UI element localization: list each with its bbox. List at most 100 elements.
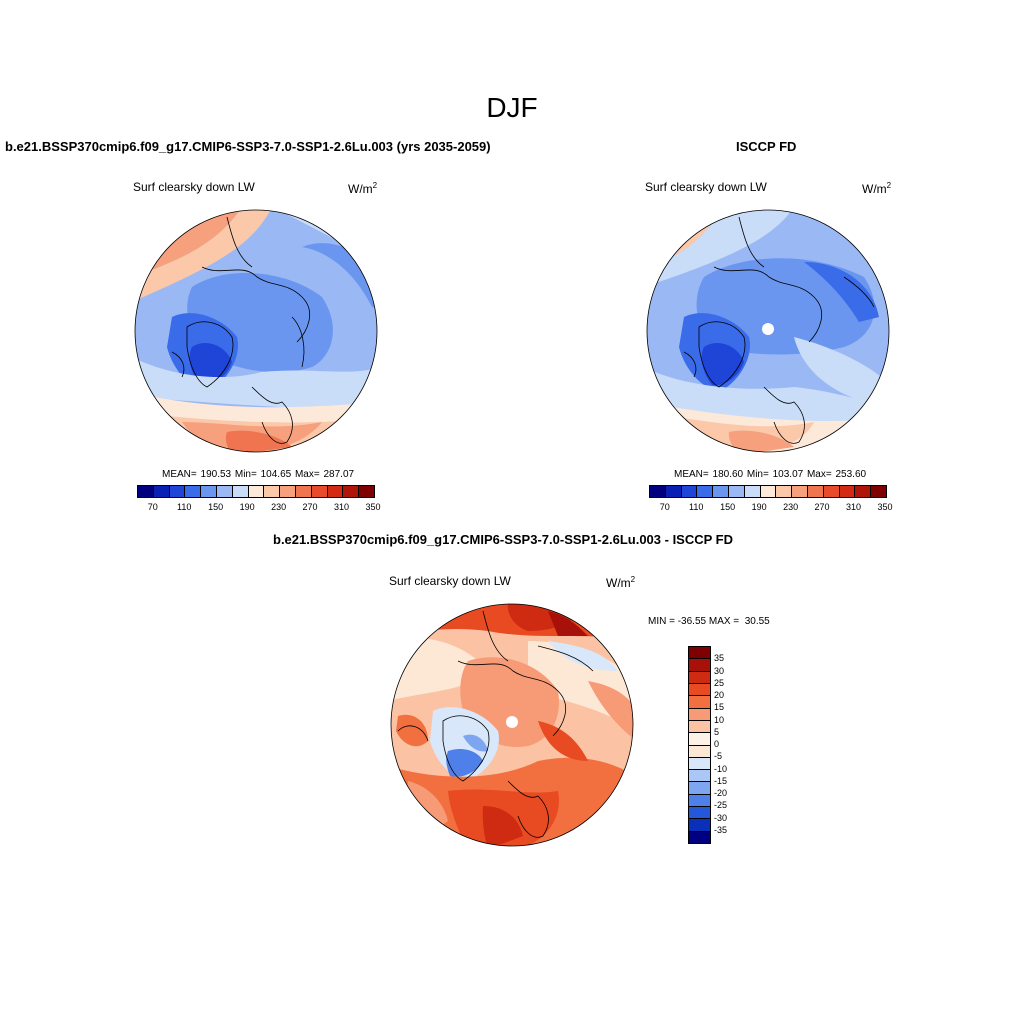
diff-colorbar-swatch [689,708,710,721]
diff-polar-gap [506,716,518,728]
diff-colorbar-tick-label: 5 [714,726,720,737]
diff-colorbar-tick-label: 25 [714,677,725,688]
diff-colorbar-swatch [689,720,710,734]
diff-minmax: MIN = -36.55 MAX = 30.55 [648,616,770,627]
obs-colorbar-swatch [823,486,840,497]
model-colorbar-swatch [359,486,374,497]
obs-colorbar-tick-label: 270 [814,502,830,512]
model-polar-map [134,209,378,453]
obs-colorbar-tick-label: 110 [689,502,704,512]
obs-polar-gap [762,323,774,335]
diff-colorbar-tick-label: 15 [714,702,725,713]
diff-map-border [390,603,634,847]
model-colorbar-tick-label: 150 [208,502,224,512]
diff-colorbar-swatch [689,807,710,820]
model-colorbar-labels: 70 110 150 190 230 270 310 350 [137,502,381,514]
obs-colorbar-tick-label: 70 [659,502,670,512]
diff-colorbar-swatch [689,819,710,832]
model-colorbar-tick-label: 310 [334,502,350,512]
obs-colorbar-swatch [650,486,666,497]
diff-colorbar-swatch [689,671,710,684]
obs-colorbar-tick-label: 350 [877,502,893,512]
model-map-border [134,209,378,453]
model-colorbar-swatch [295,486,312,497]
diff-colorbar-tick-label: -25 [714,800,728,811]
model-colorbar-swatch [185,486,202,497]
diff-colorbar-swatch [689,683,710,697]
diff-colorbar-swatch [689,794,710,808]
diff-colorbar-swatch [689,757,710,771]
obs-colorbar-swatch [776,486,793,497]
obs-variable-label: Surf clearsky down LW [645,180,767,194]
model-colorbar-tick-label: 230 [271,502,287,512]
obs-panel-title: ISCCP FD [736,139,797,154]
obs-colorbar-tick-label: 230 [783,502,799,512]
diff-colorbar-tick-label: -20 [714,788,728,798]
model-stats: MEAN= 190.53 Min= 104.65 Max= 287.07 [162,469,355,480]
model-colorbar-swatch [216,486,233,497]
obs-map-border [646,209,890,453]
diff-colorbar-tick-label: 30 [714,665,725,676]
diff-colorbar-tick-label: 20 [714,690,725,700]
model-colorbar-tick-label: 190 [239,502,255,512]
diff-colorbar-tick-label: -30 [714,812,728,823]
diff-colorbar-tick-label: -15 [714,775,728,786]
obs-colorbar-swatch [871,486,886,497]
model-colorbar-swatch [311,486,328,497]
model-coastlines [171,216,311,444]
model-colorbar [137,485,375,498]
obs-stats: MEAN= 180.60 Min= 103.07 Max= 253.60 [674,469,867,480]
diff-colorbar-swatch [689,831,710,843]
diff-colorbar-tick-label: -5 [714,751,723,762]
model-colorbar-swatch [169,486,186,497]
obs-polar-map [646,209,890,453]
diff-polar-map [390,603,634,847]
obs-colorbar-swatch [839,486,856,497]
obs-colorbar-swatch [728,486,745,497]
model-colorbar-swatch [343,486,360,497]
obs-colorbar-swatch [760,486,777,497]
model-map-fill [135,210,377,452]
model-colorbar-swatch [264,486,281,497]
model-colorbar-swatch [153,486,170,497]
diff-variable-label: Surf clearsky down LW [389,574,511,588]
diff-colorbar [688,646,711,844]
diff-colorbar-swatch [689,782,710,795]
obs-colorbar-tick-label: 150 [720,502,736,512]
obs-colorbar [649,485,887,498]
obs-colorbar-swatch [744,486,761,497]
diff-colorbar-swatch [689,745,710,758]
obs-colorbar-tick-label: 310 [846,502,862,512]
model-colorbar-tick-label: 350 [365,502,381,512]
diff-colorbar-tick-label: -10 [714,763,728,774]
model-colorbar-swatch [138,486,154,497]
model-colorbar-tick-label: 70 [147,502,158,512]
obs-coastlines [683,216,875,444]
model-units: W/m2 [348,181,378,196]
diff-colorbar-tick-label: -35 [714,824,728,835]
diff-colorbar-swatch [689,770,710,783]
obs-colorbar-swatch [792,486,808,497]
obs-colorbar-swatch [807,486,824,497]
diff-colorbar-swatch [689,659,710,672]
diff-panel-title: b.e21.BSSP370cmip6.f09_g17.CMIP6-SSP3-7.… [273,532,734,547]
model-colorbar-swatch [327,486,344,497]
diff-units: W/m2 [606,575,636,590]
obs-colorbar-labels: 70 110 150 190 230 270 310 350 [649,502,893,514]
figure-title: DJF [486,92,538,123]
diff-coastlines [397,610,594,838]
obs-colorbar-swatch [681,486,698,497]
model-colorbar-tick-label: 270 [302,502,318,512]
diff-colorbar-tick-label: 10 [714,714,725,725]
obs-colorbar-swatch [855,486,872,497]
diff-colorbar-swatch [689,647,710,660]
diff-colorbar-tick-label: 35 [714,653,725,664]
model-colorbar-tick-label: 110 [177,502,192,512]
model-variable-label: Surf clearsky down LW [133,180,255,194]
diff-colorbar-tick-label: 0 [714,739,720,749]
diff-colorbar-swatch [689,696,710,709]
obs-colorbar-swatch [697,486,714,497]
obs-colorbar-swatch [665,486,682,497]
obs-colorbar-tick-label: 190 [751,502,767,512]
diff-colorbar-labels: 35 30 25 20 15 10 5 0 -5 -10 -15 -20 -25 -30 -35 [714,646,744,842]
